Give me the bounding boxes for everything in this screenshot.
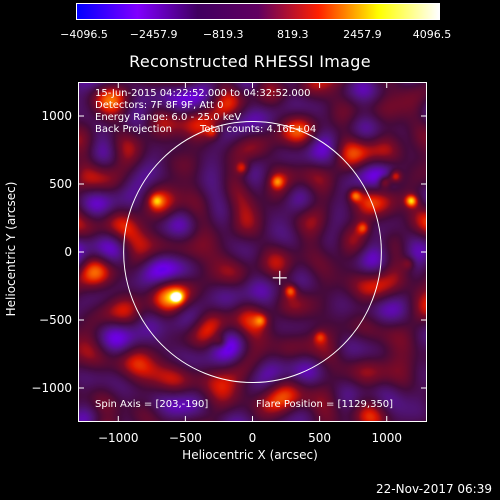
x-tick-label: 1000 xyxy=(371,431,402,445)
total-counts-label: Total counts: 4.16E+04 xyxy=(200,124,317,135)
plot-area xyxy=(78,82,427,422)
y-tick-label: 1000 xyxy=(41,109,72,123)
colorbar-tick-label: −4096.5 xyxy=(60,28,108,41)
y-axis-label: Heliocentric Y (arcsec) xyxy=(4,181,18,317)
x-tick-label: 500 xyxy=(308,431,332,445)
energy-range-label: Energy Range: 6.0 - 25.0 keV xyxy=(95,112,242,123)
spin-axis-label: Spin Axis = [203,-190] xyxy=(95,399,209,410)
solar-limb-circle xyxy=(123,120,382,384)
detectors-label: Detectors: 7F 8F 9F, Att 0 xyxy=(95,100,224,111)
y-tick-label: −500 xyxy=(39,313,72,327)
time-range-label: 15-Jun-2015 04:22:52.000 to 04:32:52.000 xyxy=(95,88,311,99)
flare-position-label: Flare Position = [1129,350] xyxy=(256,399,394,410)
colorbar-tick-label: −819.3 xyxy=(202,28,244,41)
colorbar xyxy=(76,3,440,20)
y-tick-label: 0 xyxy=(64,245,72,259)
x-tick-label: −1000 xyxy=(97,431,139,445)
x-axis-label: Heliocentric X (arcsec) xyxy=(182,448,318,462)
colorbar-tick-label: 2457.9 xyxy=(343,28,382,41)
heatmap-image xyxy=(78,82,427,422)
y-tick-label: 500 xyxy=(49,177,72,191)
method-label: Back Projection xyxy=(95,124,172,135)
plot-overlay xyxy=(78,82,427,422)
y-tick-label: −1000 xyxy=(31,381,72,395)
colorbar-tick-label: 819.3 xyxy=(277,28,309,41)
x-tick-label: 0 xyxy=(248,431,257,445)
chart-title: Reconstructed RHESSI Image xyxy=(129,52,371,71)
colorbar-tick-label: 4096.5 xyxy=(412,28,452,41)
x-tick-label: −500 xyxy=(168,431,202,445)
colorbar-tick-label: −2457.9 xyxy=(129,28,178,41)
date-stamp: 22-Nov-2017 06:39 xyxy=(376,482,492,496)
